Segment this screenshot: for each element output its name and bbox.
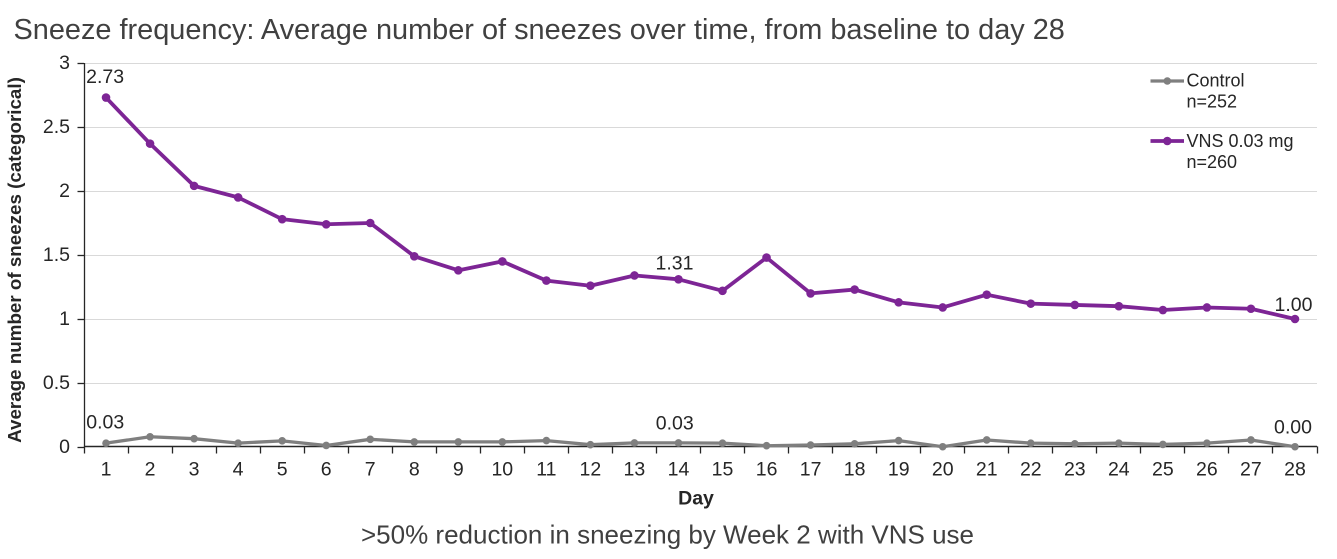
svg-text:20: 20 [932,459,954,481]
svg-text:2.5: 2.5 [43,116,70,138]
svg-text:9: 9 [453,459,464,481]
svg-text:8: 8 [409,459,420,481]
svg-text:3: 3 [189,459,200,481]
svg-text:13: 13 [624,459,646,481]
svg-text:0.03: 0.03 [656,413,694,435]
svg-text:Day: Day [678,487,714,509]
svg-text:12: 12 [580,459,602,481]
svg-text:Sneeze frequency: Average numb: Sneeze frequency: Average number of snee… [14,14,1065,46]
svg-text:1.5: 1.5 [43,244,70,266]
svg-text:4: 4 [233,459,244,481]
svg-text:17: 17 [800,459,822,481]
svg-text:10: 10 [491,459,513,481]
svg-text:28: 28 [1284,459,1306,481]
svg-text:19: 19 [888,459,910,481]
svg-text:22: 22 [1020,459,1042,481]
svg-text:0.5: 0.5 [43,372,70,394]
svg-text:2: 2 [145,459,156,481]
svg-text:16: 16 [756,459,778,481]
svg-text:0.00: 0.00 [1274,417,1312,439]
svg-text:11: 11 [536,459,556,481]
svg-text:23: 23 [1064,459,1086,481]
svg-text:VNS 0.03 mg: VNS 0.03 mg [1187,131,1294,151]
svg-text:25: 25 [1152,459,1174,481]
svg-text:27: 27 [1240,459,1262,481]
svg-text:15: 15 [712,459,734,481]
svg-text:7: 7 [365,459,376,481]
svg-text:24: 24 [1108,459,1130,481]
svg-text:>50% reduction in sneezing by: >50% reduction in sneezing by Week 2 wit… [361,520,974,550]
svg-text:Control: Control [1187,71,1245,91]
svg-text:26: 26 [1196,459,1218,481]
svg-text:2: 2 [59,180,70,202]
svg-text:Average number of sneezes (cat: Average number of sneezes (categorical) [4,77,25,443]
svg-text:n=260: n=260 [1187,152,1238,172]
svg-text:18: 18 [844,459,866,481]
svg-text:1: 1 [101,459,112,481]
svg-text:1: 1 [59,308,70,330]
svg-text:1.31: 1.31 [656,253,694,275]
svg-text:0.03: 0.03 [86,411,124,433]
svg-text:0: 0 [59,436,70,458]
svg-text:1.00: 1.00 [1275,294,1313,316]
svg-text:6: 6 [321,459,332,481]
svg-text:2.73: 2.73 [86,66,124,88]
svg-text:5: 5 [277,459,288,481]
svg-text:3: 3 [59,52,70,74]
svg-text:14: 14 [668,459,690,481]
svg-text:21: 21 [976,459,998,481]
svg-text:n=252: n=252 [1187,92,1238,112]
